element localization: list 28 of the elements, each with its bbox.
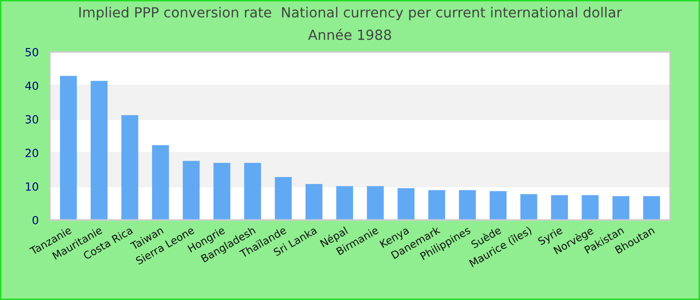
- bar: [458, 190, 476, 220]
- bar: [274, 176, 292, 220]
- y-tick-label: 50: [26, 48, 38, 56]
- y-tick-label: 10: [26, 182, 38, 191]
- y-tick-label: 30: [26, 115, 38, 124]
- y-tick-label: 20: [26, 148, 38, 158]
- bar: [244, 162, 262, 220]
- bar: [398, 188, 414, 220]
- bar: [213, 162, 230, 220]
- bar: [90, 80, 108, 220]
- y-tick-label: 0: [32, 216, 38, 224]
- bar: [612, 196, 630, 220]
- bar: [182, 160, 200, 220]
- bar: [121, 115, 138, 220]
- bar: [643, 196, 660, 220]
- bar: [582, 195, 599, 220]
- bar: [490, 191, 507, 220]
- bar: [306, 184, 322, 220]
- bar: [60, 76, 77, 220]
- bar: [152, 145, 169, 220]
- bar: [520, 194, 538, 220]
- chart-subtitle: Année 1988: [308, 28, 392, 40]
- bar: [336, 186, 354, 220]
- y-tick-label: 40: [25, 82, 38, 90]
- bar: [366, 186, 384, 220]
- bar: [551, 195, 568, 220]
- chart-title: Implied PPP conversion rate National currency per current international dollar: [79, 6, 622, 20]
- bar: [428, 190, 446, 220]
